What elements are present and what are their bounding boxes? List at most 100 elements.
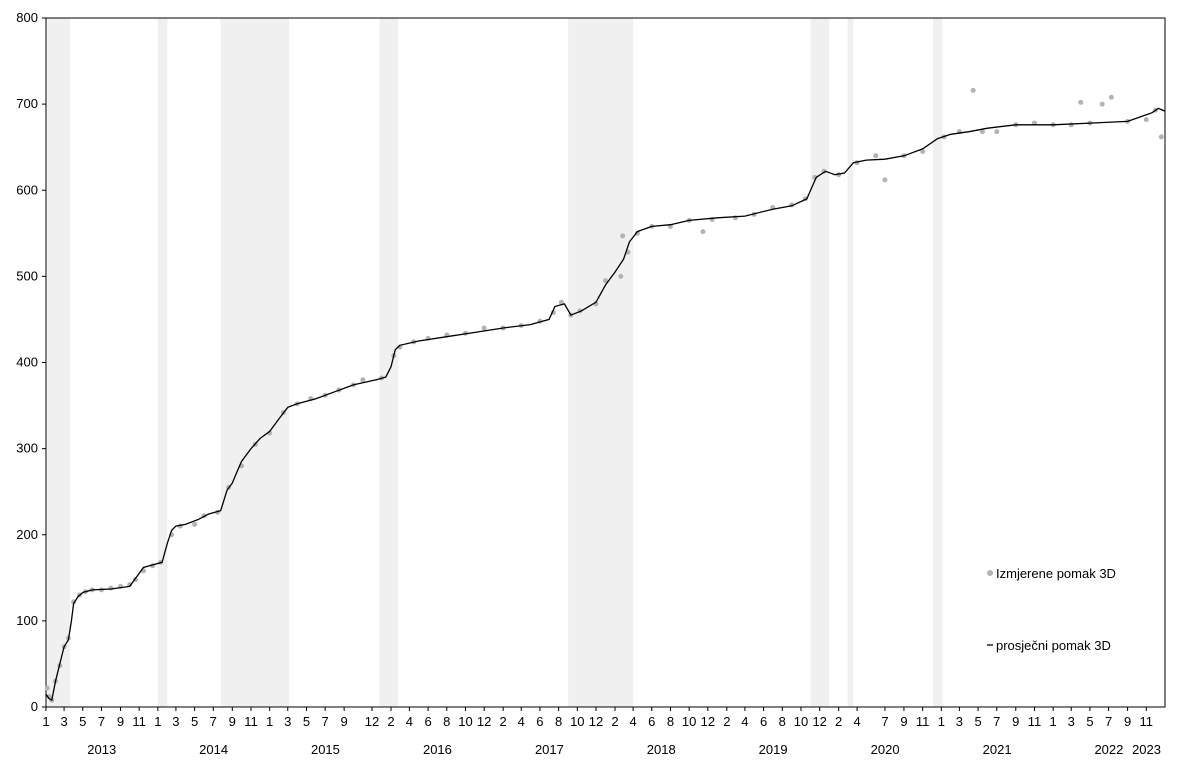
- shaded-band: [47, 18, 70, 707]
- x-year-label: 2020: [871, 742, 900, 756]
- x-month-label: 8: [667, 714, 674, 729]
- legend-label-scatter: Izmjerene pomak 3D: [996, 566, 1116, 581]
- x-month-label: 6: [536, 714, 543, 729]
- scatter-point: [634, 230, 640, 236]
- y-tick-label: 800: [16, 10, 38, 25]
- x-month-label: 2: [835, 714, 842, 729]
- x-month-label: 2: [723, 714, 730, 729]
- x-year-label: 2016: [423, 742, 452, 756]
- x-month-label: 5: [1086, 714, 1093, 729]
- scatter-point: [44, 685, 50, 691]
- scatter-point: [979, 129, 985, 135]
- x-month-label: 9: [1012, 714, 1019, 729]
- x-month-label: 12: [589, 714, 603, 729]
- y-tick-label: 200: [16, 527, 38, 542]
- x-month-label: 3: [1068, 714, 1075, 729]
- scatter-point: [1143, 117, 1149, 123]
- x-month-label: 11: [132, 714, 146, 729]
- scatter-point: [882, 177, 888, 183]
- x-month-label: 3: [284, 714, 291, 729]
- x-month-label: 1: [266, 714, 273, 729]
- scatter-point: [620, 233, 626, 239]
- x-year-label: 2017: [535, 742, 564, 756]
- shaded-band: [568, 18, 634, 707]
- scatter-point: [360, 377, 366, 383]
- x-month-label: 12: [701, 714, 715, 729]
- y-tick-label: 700: [16, 96, 38, 111]
- x-month-label: 12: [365, 714, 379, 729]
- x-year-label: 2021: [983, 742, 1012, 756]
- shaded-band: [933, 18, 943, 707]
- shaded-band: [847, 18, 854, 707]
- x-year-label: 2018: [647, 742, 676, 756]
- x-month-label: 6: [424, 714, 431, 729]
- x-month-label: 9: [229, 714, 236, 729]
- y-tick-label: 600: [16, 182, 38, 197]
- scatter-point: [603, 278, 608, 284]
- x-month-label: 3: [172, 714, 179, 729]
- x-month-label: 11: [1028, 714, 1042, 729]
- y-tick-label: 0: [31, 699, 38, 714]
- x-month-label: 9: [341, 714, 348, 729]
- x-month-label: 8: [779, 714, 786, 729]
- x-month-label: 11: [244, 714, 258, 729]
- scatter-point: [873, 153, 879, 159]
- scatter-point: [920, 148, 926, 154]
- scatter-point: [970, 87, 976, 93]
- scatter-point: [700, 229, 706, 235]
- x-month-label: 7: [881, 714, 888, 729]
- x-month-label: 4: [853, 714, 860, 729]
- x-month-label: 7: [993, 714, 1000, 729]
- x-month-label: 5: [191, 714, 198, 729]
- x-month-label: 9: [1124, 714, 1131, 729]
- x-month-label: 5: [303, 714, 310, 729]
- y-tick-label: 300: [16, 441, 38, 456]
- x-month-label: 4: [741, 714, 748, 729]
- x-month-label: 2: [611, 714, 618, 729]
- shaded-band: [810, 18, 830, 707]
- legend-marker-scatter: [987, 570, 993, 576]
- x-year-label: 2015: [311, 742, 340, 756]
- x-month-label: 12: [477, 714, 491, 729]
- x-month-label: 2: [500, 714, 507, 729]
- x-year-label: 2014: [199, 742, 228, 756]
- shaded-band: [379, 18, 399, 707]
- x-month-label: 11: [1140, 714, 1154, 729]
- scatter-point: [618, 273, 624, 279]
- axes: [42, 17, 1166, 711]
- x-month-label: 10: [458, 714, 472, 729]
- x-year-label: 2013: [87, 742, 116, 756]
- y-tick-label: 100: [16, 613, 38, 628]
- x-month-label: 4: [629, 714, 636, 729]
- x-month-label: 10: [682, 714, 696, 729]
- y-tick-label: 500: [16, 268, 38, 283]
- scatter-point: [1078, 99, 1084, 105]
- x-month-label: 7: [98, 714, 105, 729]
- scatter-point: [994, 129, 1000, 135]
- x-month-label: 3: [60, 714, 67, 729]
- scatter-point: [1108, 94, 1114, 100]
- x-month-label: 8: [443, 714, 450, 729]
- x-month-label: 1: [42, 714, 49, 729]
- scatter-point: [1099, 101, 1105, 107]
- x-month-label: 10: [570, 714, 584, 729]
- x-month-label: 11: [916, 714, 930, 729]
- x-month-label: 8: [555, 714, 562, 729]
- legend: Izmjerene pomak 3D prosječni pomak 3D: [987, 566, 1116, 653]
- x-month-label: 1: [1050, 714, 1057, 729]
- x-month-label: 5: [974, 714, 981, 729]
- x-year-label: 2019: [759, 742, 788, 756]
- x-month-label: 10: [794, 714, 808, 729]
- x-year-label: 2022: [1094, 742, 1123, 756]
- x-month-label: 12: [812, 714, 826, 729]
- legend-label-line: prosječni pomak 3D: [996, 638, 1111, 653]
- x-month-label: 7: [1105, 714, 1112, 729]
- x-month-label: 2: [387, 714, 394, 729]
- series-line: [45, 107, 1165, 702]
- x-month-label: 7: [322, 714, 329, 729]
- shaded-periods: [47, 18, 943, 707]
- shaded-band: [220, 18, 289, 707]
